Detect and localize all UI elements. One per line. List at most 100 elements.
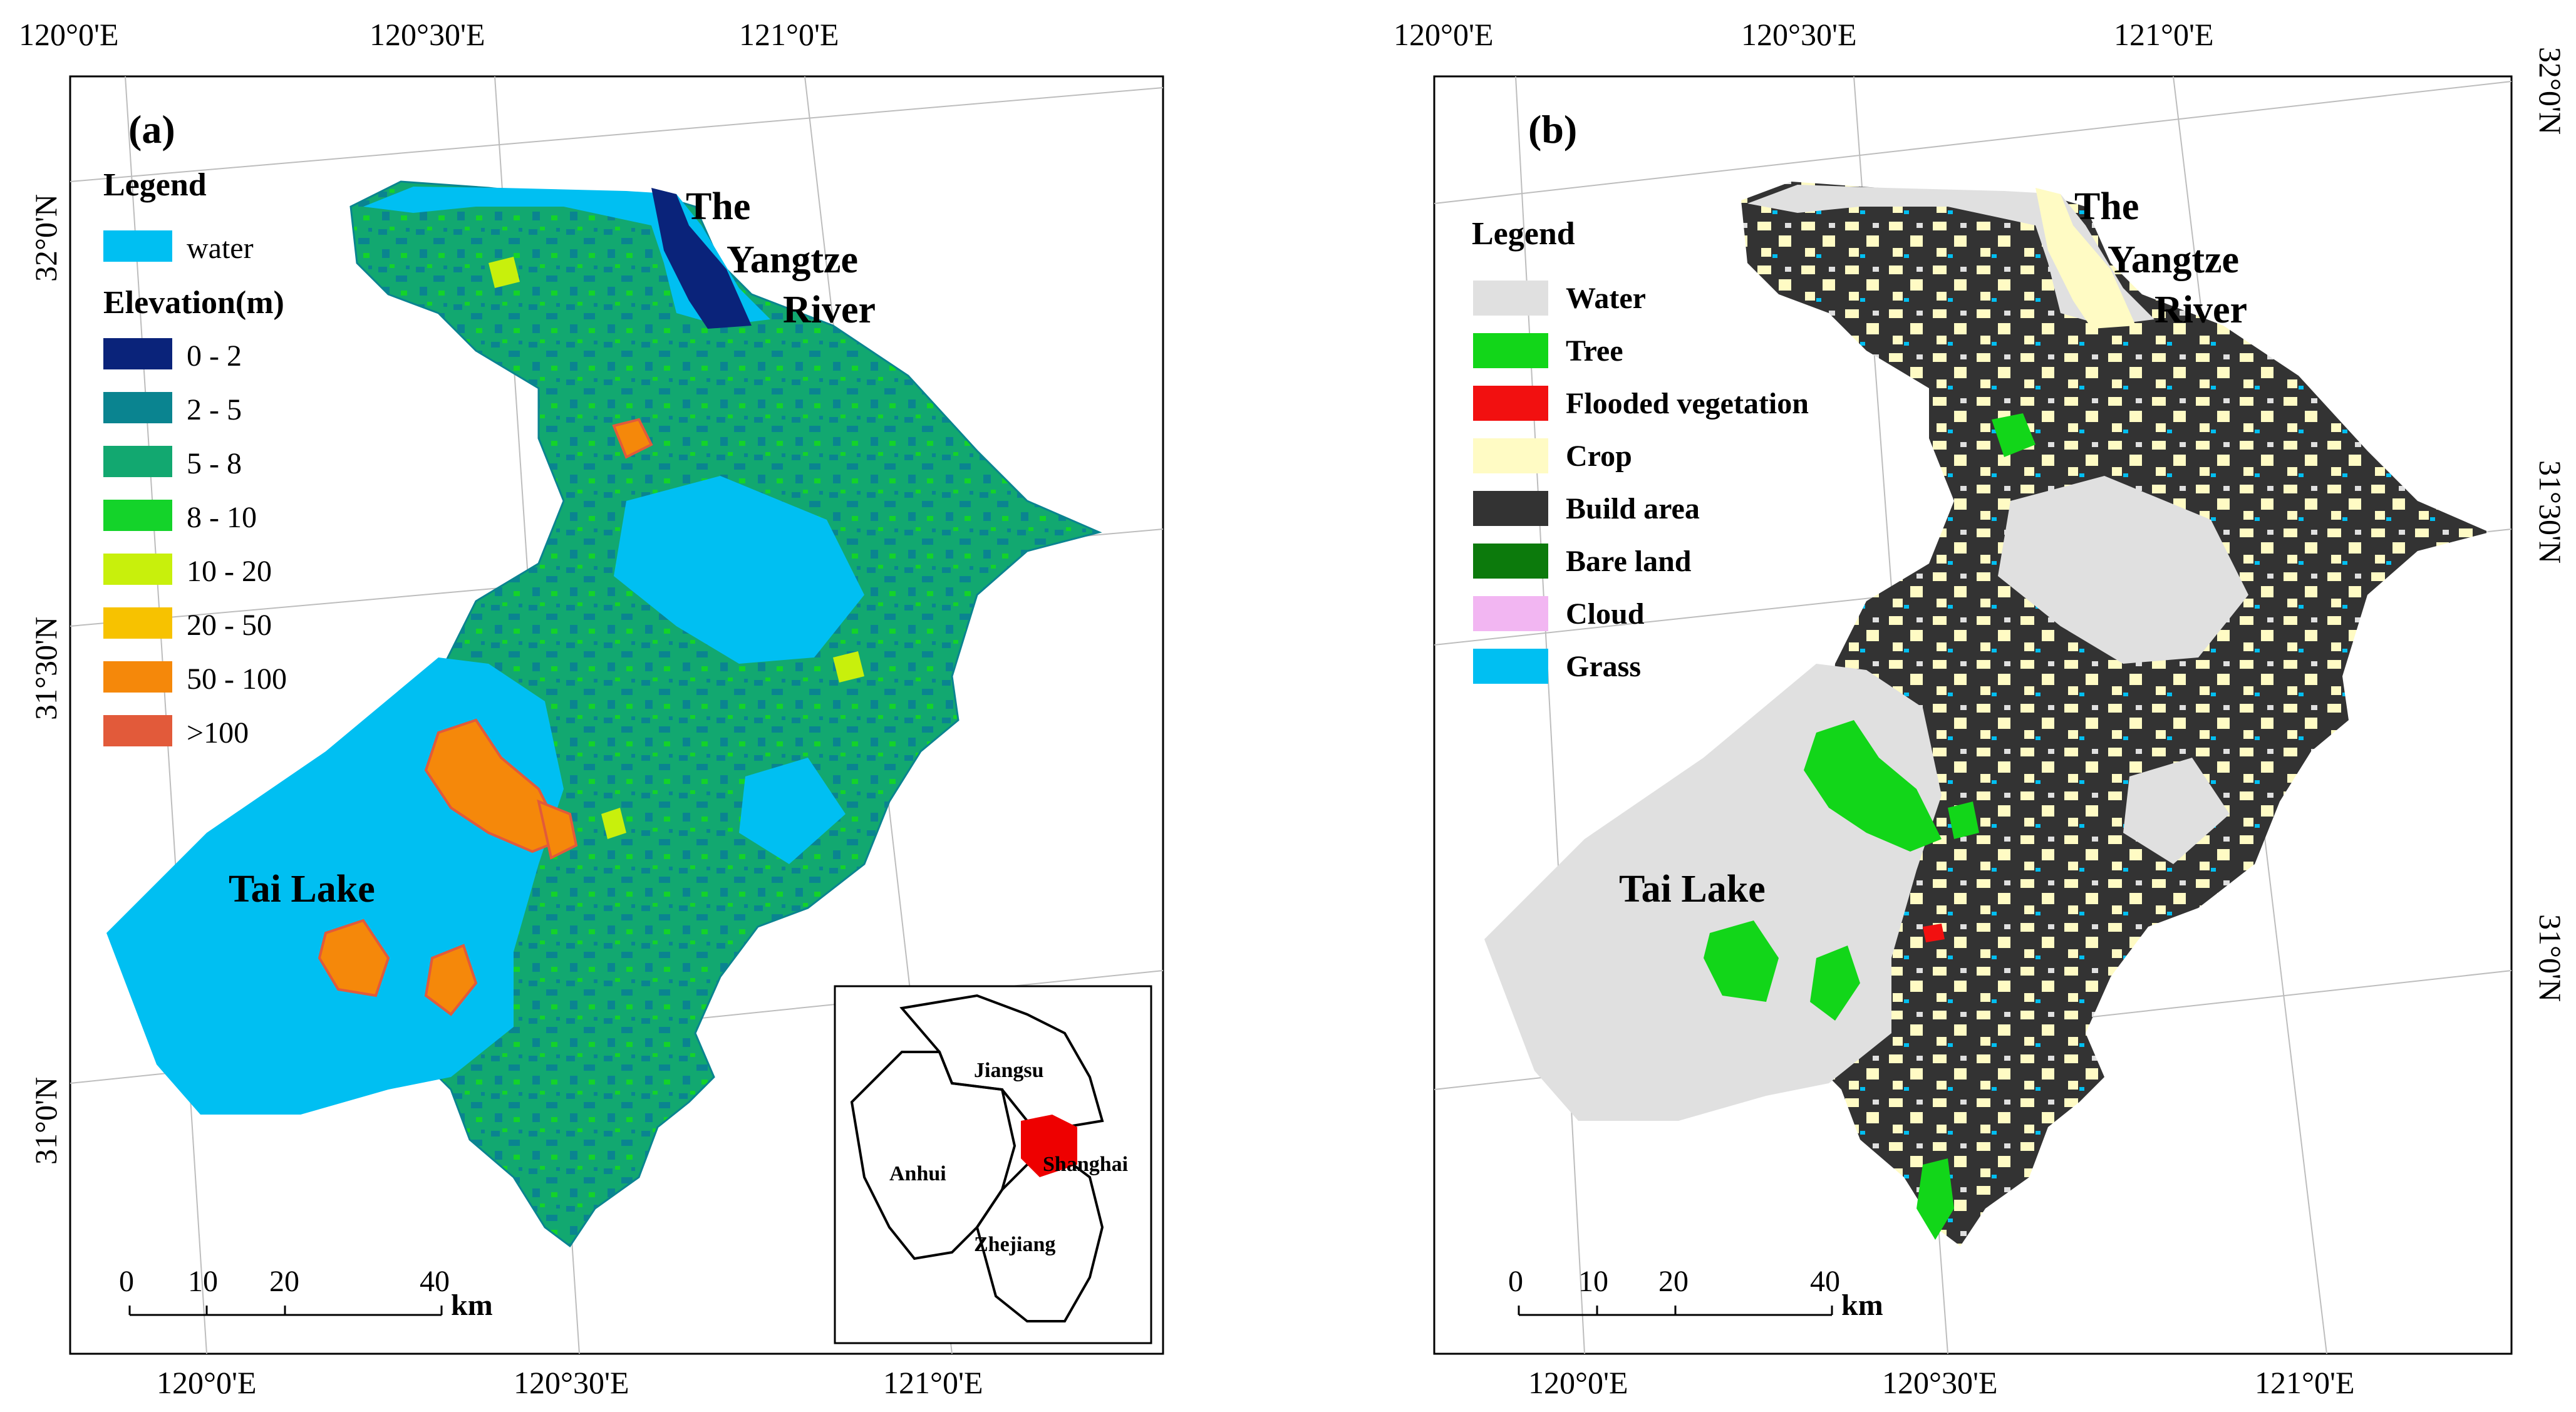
panel-a-bottom-label-1: 120°0'E [157,1365,257,1400]
panel-b-scale-bar: 0 10 20 40 km [1508,1265,1883,1322]
panel-a-inner-lake-2 [739,758,846,864]
panel-a-lake-label: Tai Lake [229,868,375,910]
panel-b-right-label-3: 31°0'N [2533,914,2568,1002]
panel-b-bottom-label-2: 120°30'E [1882,1365,1998,1400]
panel-a-legend-swatch-0 [103,338,172,369]
panel-a-left-label-1: 32°0'N [28,194,63,282]
panel-a-legend-label-4: 10 - 20 [187,555,272,588]
panel-a-top-label-1: 120°0'E [19,17,119,52]
panel-a-legend-swatch-1 [103,392,172,423]
panel-b-legend-label-6: Cloud [1566,597,1645,631]
panel-a-legend-swatch-7 [103,715,172,746]
panel-b-inner-lake-2 [2123,758,2230,864]
panel-b-flooded-patch [1923,924,1945,942]
panel-a-legend-label-0: 0 - 2 [187,339,242,373]
panel-b-bottom-label-1: 120°0'E [1528,1365,1628,1400]
panel-b-tree-patches [1704,413,2035,1240]
panel-b-river-label-1: The [2074,185,2139,228]
inset-label-jiangsu: Jiangsu [974,1059,1044,1082]
panel-a-legend-title: Legend [103,167,207,203]
panel-b-legend-swatch-0 [1473,281,1548,316]
panel-a-left-label-2: 31°30'N [28,617,63,720]
panel-a-legend-label-7: >100 [187,716,249,750]
panel-a-left-label-3: 31°0'N [28,1077,63,1165]
panel-a-top-label-3: 121°0'E [739,17,839,52]
panel-a-inset-map: Jiangsu Anhui Shanghai Zhejiang [834,985,1152,1344]
panel-a-legend-swatch-5 [103,607,172,639]
panel-b-legend-label-3: Crop [1566,440,1632,473]
panel-b-legend-swatch-6 [1473,596,1548,631]
panel-a-legend-swatch-4 [103,554,172,585]
panel-a-scale-tick-3: 40 [420,1265,450,1298]
panel-b-top-label-1: 120°0'E [1394,17,1494,52]
panel-a-legend-label-5: 20 - 50 [187,609,272,642]
panel-b: 120°0'E 120°30'E 121°0'E 120°0'E 120°30'… [1394,17,2568,1400]
panel-a-legend-label-3: 8 - 10 [187,501,257,534]
panel-a-elevation-region [349,180,1102,1248]
panel-a-river-label-1: The [686,185,750,228]
panel-b-scale-tick-1: 10 [1578,1265,1608,1298]
panel-b-river-label-3: River [2154,289,2247,331]
panel-b-top-label-3: 121°0'E [2114,17,2214,52]
panel-a: 120°0'E 120°30'E 121°0'E 120°0'E 120°30'… [19,17,1164,1400]
panel-a-river-label-2: Yangtze [727,239,858,281]
panel-a-legend-label-2: 5 - 8 [187,447,242,480]
panel-b-legend-label-4: Build area [1566,492,1700,525]
panel-b-legend-label-1: Tree [1566,334,1623,368]
panel-a-bottom-label-3: 121°0'E [883,1365,983,1400]
panel-b-scale-tick-2: 20 [1658,1265,1689,1298]
panel-b-scale-tick-3: 40 [1810,1265,1840,1298]
inset-shanghai [1021,1115,1077,1177]
panel-a-scale-tick-1: 10 [188,1265,218,1298]
panel-a-legend-water-label: water [187,232,254,265]
panel-b-legend-title: Legend [1472,216,1575,252]
panel-b-legend-label-5: Bare land [1566,545,1692,578]
panel-a-legend-swatch-3 [103,500,172,531]
panel-b-bottom-label-3: 121°0'E [2255,1365,2355,1400]
panel-b-right-label-2: 31°30'N [2533,460,2568,564]
panel-b-landcover-region [1741,182,2490,1246]
panel-b-legend-label-0: Water [1566,282,1646,315]
panel-b-lake-label: Tai Lake [1619,868,1766,910]
panel-b-river-label-2: Yangtze [2108,239,2239,281]
panel-b-scale-tick-0: 0 [1508,1265,1523,1298]
panel-a-legend-label-6: 50 - 100 [187,662,287,696]
panel-a-scale-bar: 0 10 20 40 km [119,1265,493,1322]
panel-b-label: (b) [1528,107,1577,152]
panel-b-legend-swatch-7 [1473,649,1548,684]
panel-a-top-label-2: 120°30'E [370,17,485,52]
inset-label-anhui: Anhui [889,1162,946,1185]
panel-a-bottom-label-2: 120°30'E [514,1365,629,1400]
inset-label-zhejiang: Zhejiang [974,1233,1055,1256]
panel-b-legend-swatch-5 [1473,544,1548,579]
panel-a-legend-water-swatch [103,230,172,262]
panel-b-scale-unit: km [1841,1289,1883,1322]
panel-a-scale-unit: km [451,1289,493,1322]
panel-a-river-label-3: River [783,289,876,331]
panel-b-river-crop [2035,188,2136,329]
panel-b-inner-lakes [1998,476,2248,664]
panel-a-legend: Legend water Elevation(m) 0 - 2 2 - 5 5 - … [103,167,287,750]
panel-a-legend-swatch-2 [103,446,172,477]
panel-a-legend-elev-title: Elevation(m) [103,285,284,321]
panel-b-legend-swatch-4 [1473,491,1548,526]
inset-label-shanghai: Shanghai [1043,1153,1128,1176]
panel-b-legend-swatch-3 [1473,438,1548,473]
panel-b-right-label-1: 32°0'N [2533,47,2568,135]
panel-a-hills [318,257,864,1016]
panel-b-legend-swatch-2 [1473,386,1548,421]
panel-a-river-deep [651,188,752,329]
panel-a-legend-swatch-6 [103,661,172,693]
panel-b-legend: Legend Water Tree Flooded vegetation Crop Bu… [1472,216,1809,684]
panel-a-legend-label-1: 2 - 5 [187,393,242,426]
panel-b-legend-label-2: Flooded vegetation [1566,387,1809,420]
panel-b-legend-label-7: Grass [1566,650,1641,683]
panel-a-inner-lakes [614,476,864,664]
panel-a-label: (a) [128,107,175,152]
panel-b-top-label-2: 120°30'E [1741,17,1857,52]
inset-zhejiang [975,1157,1104,1322]
panel-a-scale-tick-0: 0 [119,1265,134,1298]
panel-a-scale-tick-2: 20 [269,1265,299,1298]
panel-b-legend-swatch-1 [1473,333,1548,368]
